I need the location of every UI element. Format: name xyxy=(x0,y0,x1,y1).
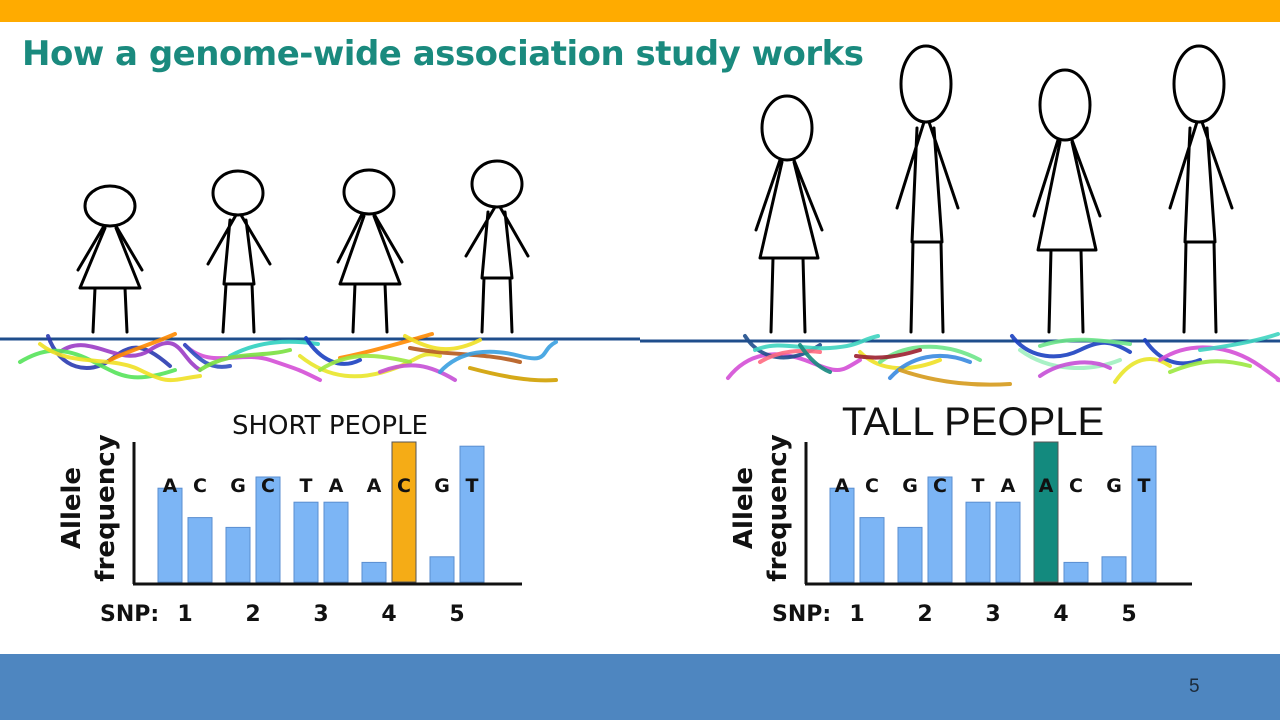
y-axis-label-line1: Allele xyxy=(57,467,87,549)
dna-strand-icon xyxy=(726,332,1280,387)
short-people-title: SHORT PEOPLE xyxy=(232,411,428,441)
stick-person-short-icon xyxy=(464,159,530,334)
allele-label: C xyxy=(193,475,207,497)
bar-snp2-C xyxy=(255,476,281,583)
stick-person-tall-icon xyxy=(1032,68,1102,334)
stick-person-short-icon xyxy=(336,168,404,334)
bar-snp1-C xyxy=(187,517,213,583)
bar-snp5-G xyxy=(1101,556,1127,583)
bar-snp4-A xyxy=(1033,441,1059,583)
short-people-chart: Allele frequency A C1G C2T A3A C4G T5 SNP: xyxy=(57,434,522,627)
bar-snp2-C xyxy=(927,476,953,583)
allele-label: A xyxy=(329,475,344,497)
slide-title: How a genome-wide association study work… xyxy=(22,34,864,74)
snp-number: 2 xyxy=(245,602,260,627)
bar-snp2-G xyxy=(225,526,251,583)
allele-label: C xyxy=(1069,475,1083,497)
stick-person-tall-icon xyxy=(1168,44,1234,334)
bar-snp3-T xyxy=(293,501,319,583)
allele-label: A xyxy=(1001,475,1016,497)
bar-snp4-C xyxy=(391,441,417,583)
allele-label: A xyxy=(1039,475,1054,497)
stick-person-short-icon xyxy=(206,169,272,334)
snp-number: 5 xyxy=(449,602,464,627)
allele-label: C xyxy=(261,475,275,497)
allele-label: G xyxy=(230,475,246,497)
snp-number: 4 xyxy=(1053,602,1068,627)
allele-label: A xyxy=(367,475,382,497)
tall-people-title: TALL PEOPLE xyxy=(842,400,1104,444)
snp-number: 5 xyxy=(1121,602,1136,627)
bar-snp3-A xyxy=(995,501,1021,583)
allele-label: T xyxy=(972,475,985,497)
y-axis-label-line1: Allele xyxy=(729,467,759,549)
bar-snp3-T xyxy=(965,501,991,583)
allele-label: T xyxy=(300,475,313,497)
bar-snp1-A xyxy=(829,487,855,583)
bar-snp5-T xyxy=(1131,445,1157,583)
bar-snp2-G xyxy=(897,526,923,583)
bar-snp1-C xyxy=(859,517,885,583)
allele-label: G xyxy=(434,475,450,497)
snp-number: 3 xyxy=(985,602,1000,627)
allele-label: C xyxy=(933,475,947,497)
allele-label: T xyxy=(466,475,479,497)
page-number: 5 xyxy=(1189,676,1200,697)
stick-person-tall-icon xyxy=(895,44,960,334)
allele-label: C xyxy=(865,475,879,497)
allele-label: T xyxy=(1138,475,1151,497)
allele-label: G xyxy=(902,475,918,497)
allele-label: G xyxy=(1106,475,1122,497)
snp-number: 1 xyxy=(849,602,864,627)
illustration: SHORT PEOPLE TALL PEOPLE Allele frequenc… xyxy=(0,44,1280,627)
bar-snp3-A xyxy=(323,501,349,583)
snp-number: 4 xyxy=(381,602,396,627)
y-axis-label-line2: frequency xyxy=(763,434,793,581)
bar-snp1-A xyxy=(157,487,183,583)
snp-label: SNP: xyxy=(772,602,831,627)
dna-strand-icon xyxy=(18,332,558,383)
short-people-group xyxy=(76,159,530,334)
bar-snp5-G xyxy=(429,556,455,583)
bar-snp4-C xyxy=(1063,561,1089,583)
y-axis-label-line2: frequency xyxy=(91,434,121,581)
top-accent-bar xyxy=(0,0,1280,22)
allele-label: C xyxy=(397,475,411,497)
bar-snp5-T xyxy=(459,445,485,583)
snp-number: 1 xyxy=(177,602,192,627)
bottom-footer-bar xyxy=(0,654,1280,720)
snp-number: 3 xyxy=(313,602,328,627)
snp-label: SNP: xyxy=(100,602,159,627)
tall-people-group xyxy=(754,44,1234,334)
stick-person-tall-icon xyxy=(754,94,824,334)
allele-label: A xyxy=(163,475,178,497)
bar-snp4-A xyxy=(361,561,387,583)
tall-people-chart: Allele frequency A C1G C2T A3A C4G T5 SNP: xyxy=(729,434,1192,627)
bars-group: A C1G C2T A3A C4G T5 xyxy=(157,441,485,627)
bars-group: A C1G C2T A3A C4G T5 xyxy=(829,441,1157,627)
snp-number: 2 xyxy=(917,602,932,627)
allele-label: A xyxy=(835,475,850,497)
stick-person-short-icon xyxy=(76,184,144,334)
